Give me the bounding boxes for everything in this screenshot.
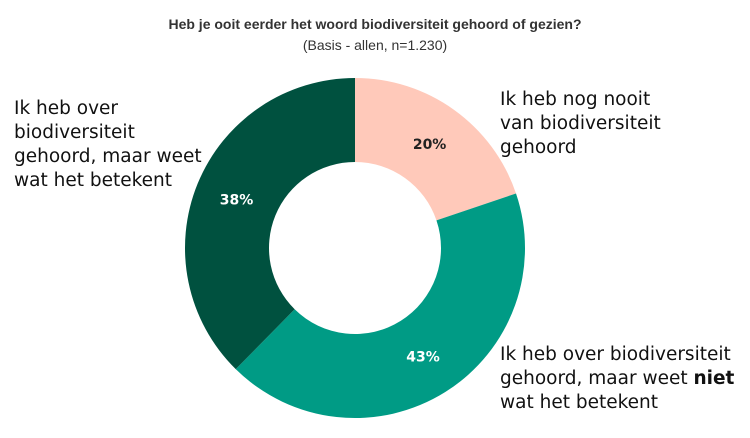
slice-label-niet: Ik heb over biodiversiteit gehoord, maar… xyxy=(500,343,734,415)
chart-title: Heb je ooit eerder het woord biodiversit… xyxy=(168,16,582,32)
label-line: gehoord, maar weet xyxy=(14,146,202,167)
chart-subtitle: (Basis - allen, n=1.230) xyxy=(302,37,448,53)
slice-label-wel: Ik heb over biodiversiteit gehoord, maar… xyxy=(14,97,202,193)
label-line: biodiversiteit xyxy=(14,122,135,143)
label-line: wat het betekent xyxy=(500,392,659,413)
data-label: 43% xyxy=(406,349,440,365)
donut-slice xyxy=(184,77,355,370)
label-line: Ik heb over biodiversiteit xyxy=(500,344,731,365)
data-label: 38% xyxy=(220,192,254,208)
label-text: gehoord, maar weet xyxy=(500,368,694,389)
label-line: gehoord, maar weet niet xyxy=(500,367,734,391)
label-line: van biodiversiteit xyxy=(500,113,661,134)
label-line: Ik heb nog nooit xyxy=(500,89,651,110)
label-line: Ik heb over xyxy=(14,98,119,119)
donut-slice xyxy=(235,193,526,418)
label-emphasis: niet xyxy=(693,368,735,389)
label-line: wat het betekent xyxy=(14,170,173,191)
label-line: gehoord xyxy=(500,137,577,158)
data-label: 20% xyxy=(413,137,447,153)
donut-slice xyxy=(355,78,517,221)
slice-label-nooit: Ik heb nog nooit van biodiversiteit geho… xyxy=(500,88,661,160)
